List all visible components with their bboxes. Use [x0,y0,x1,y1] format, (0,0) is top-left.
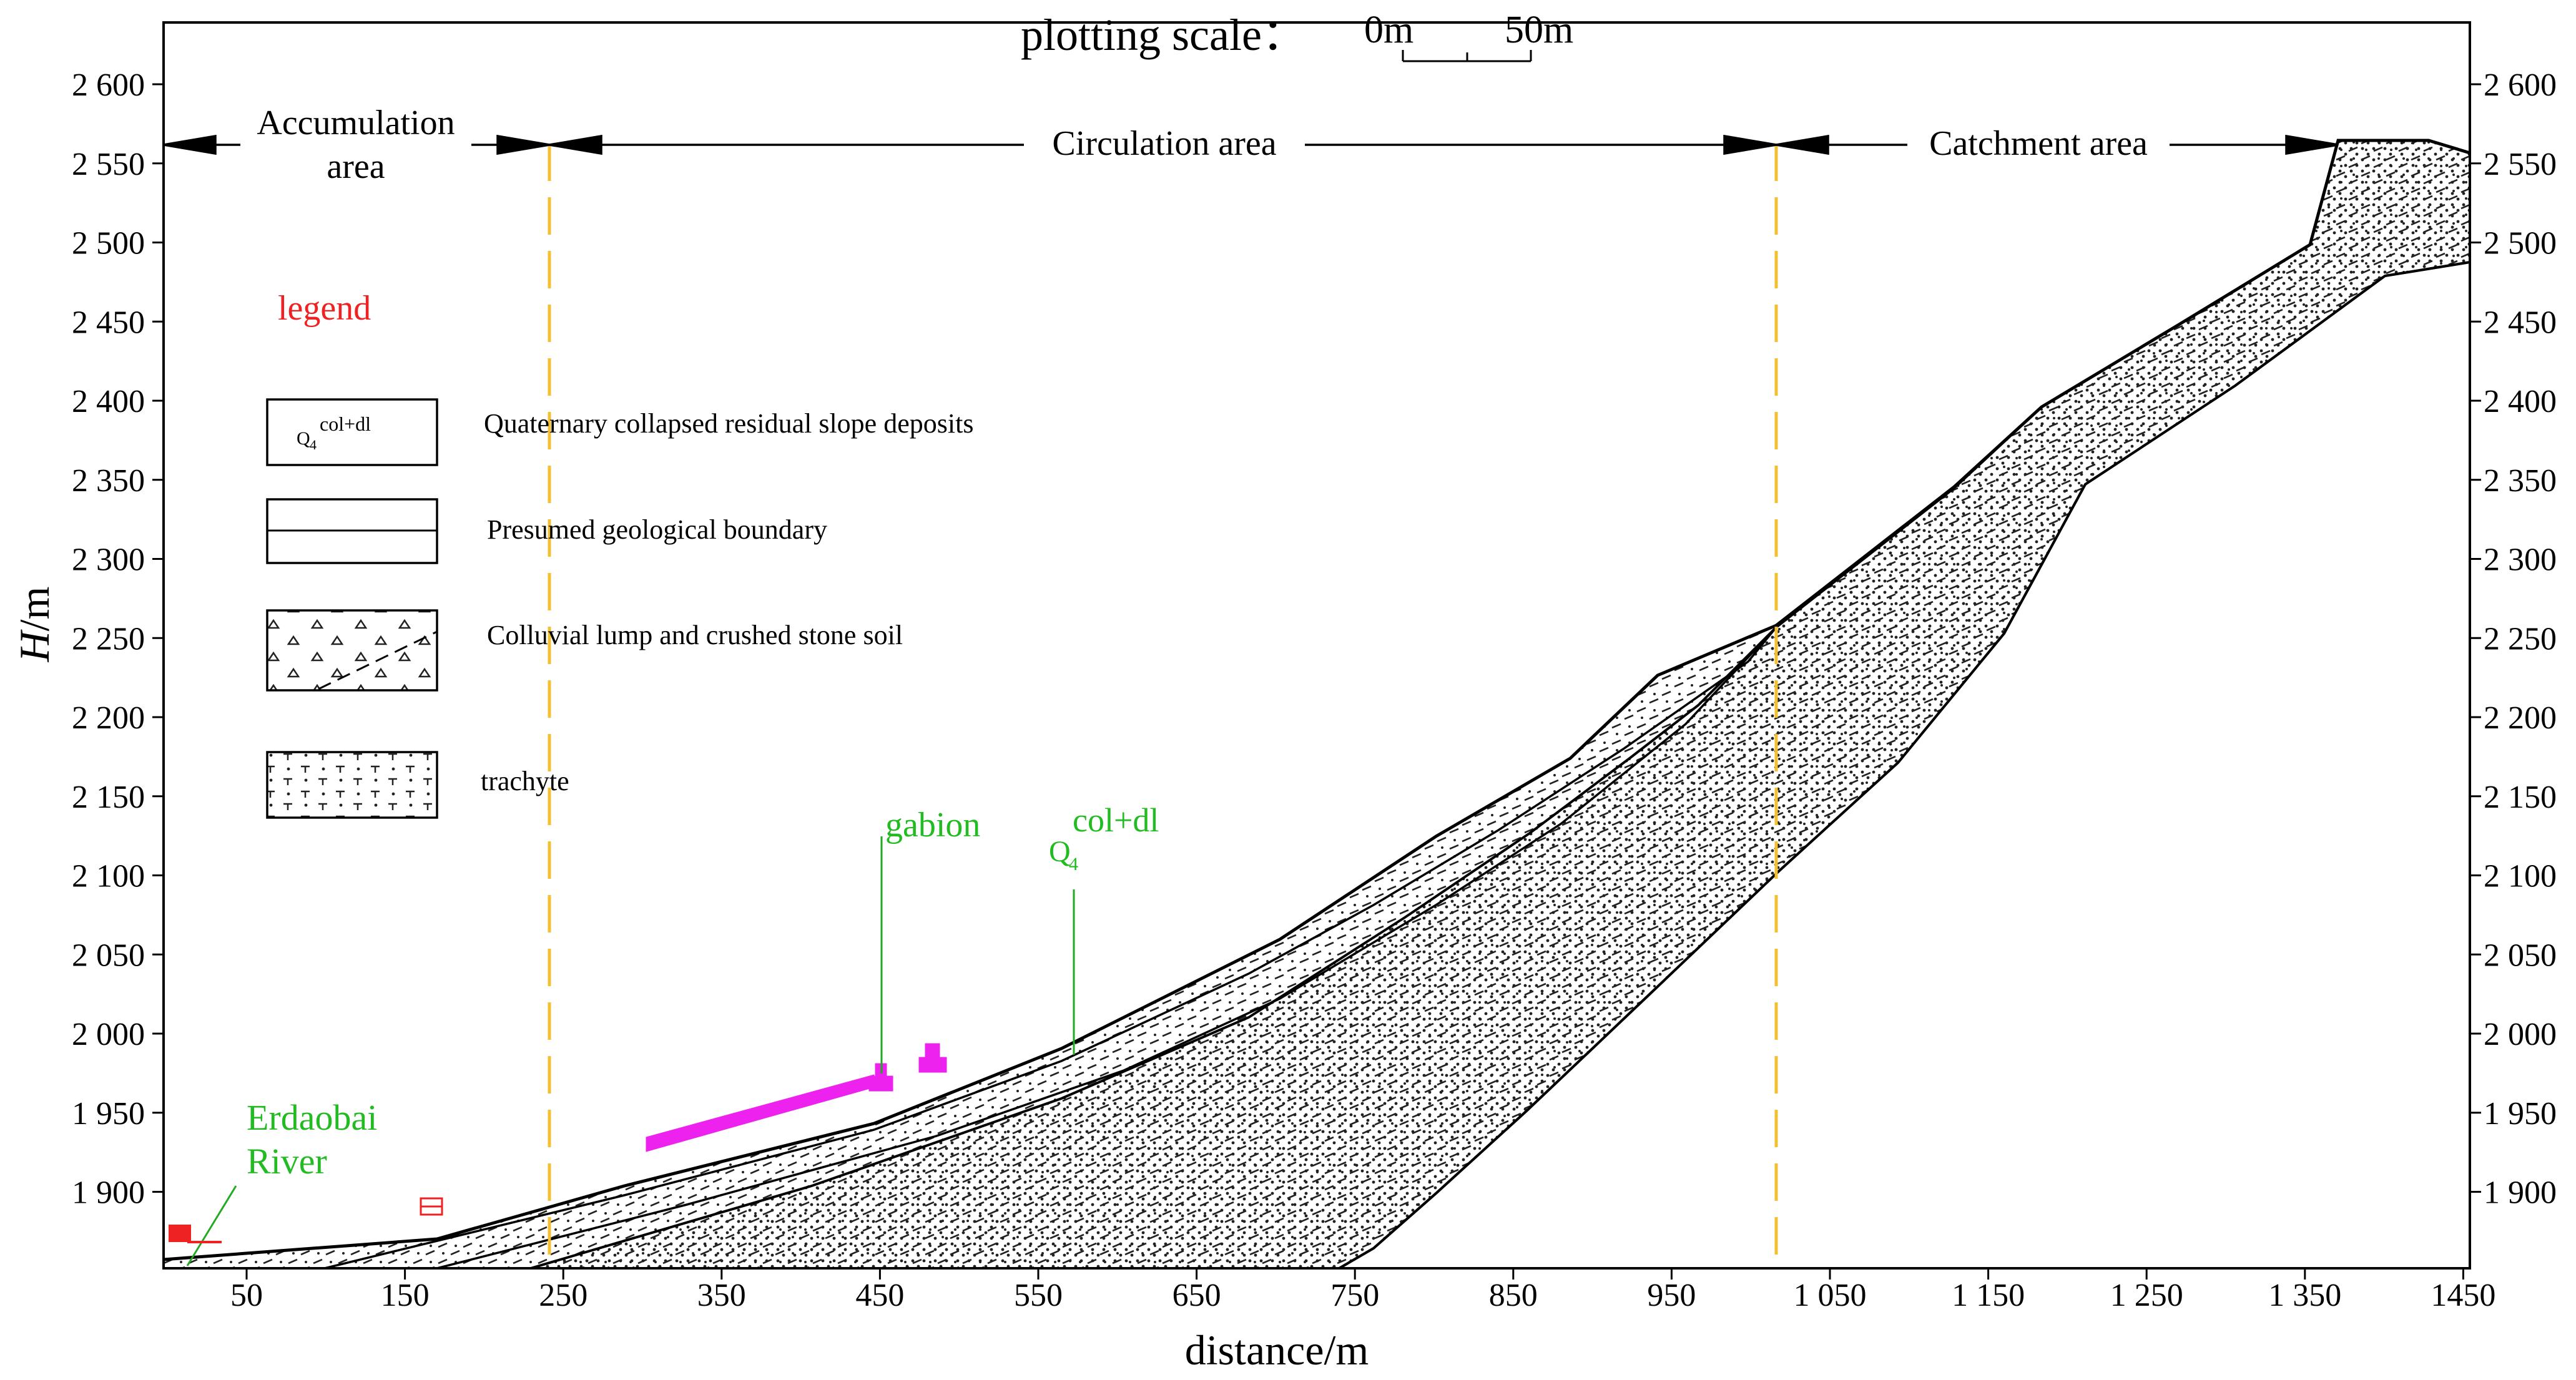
gabion-label: gabion [885,806,980,844]
y-tick-label-left: 2 000 [72,1017,145,1052]
legend-colluvial-dash [318,630,438,690]
y-tick-label-right: 2 300 [2484,542,2557,578]
accumulation-area-label-line2: area [327,147,385,186]
legend-title: legend [278,289,371,328]
legend: legend Q 4 col+dl Quaternary collapsed r… [266,289,973,819]
river-leader-line [186,1185,237,1266]
y-tick-label-left: 2 250 [72,621,145,657]
x-tick-label: 450 [855,1278,904,1313]
q4-label-base: Q [1049,835,1071,868]
y-tick-label-right: 2 450 [2484,305,2557,340]
x-tick-label: 950 [1647,1278,1696,1313]
q4-label-sub: 4 [1069,854,1078,874]
legend-symbol-sub: 4 [310,437,317,453]
y-tick-label-left: 1 950 [72,1096,145,1132]
legend-symbol-sup: col+dl [320,413,371,435]
y-tick-label-left: 2 050 [72,937,145,973]
y-tick-label-right: 2 600 [2484,67,2557,103]
legend-label-trachyte: trachyte [481,766,569,796]
y-tick-label-left: 2 550 [72,147,145,182]
x-tick-label: 550 [1014,1278,1063,1313]
x-tick-label: 150 [381,1278,430,1313]
y-tick-label-left: 2 200 [72,700,145,736]
y-tick-label-right: 2 150 [2484,780,2557,815]
x-tick-label: 850 [1489,1278,1538,1313]
scale-end-label: 50m [1505,9,1573,51]
scale-bar [1402,50,1532,62]
q4-label-sup: col+dl [1073,801,1159,839]
arrow-head-right [1723,134,1777,155]
legend-label-quaternary: Quaternary collapsed residual slope depo… [484,408,973,439]
legend-swatch-quaternary [266,398,438,466]
arrow-head-left [549,134,602,155]
y-axis-label-unit: /m [11,587,58,632]
legend-symbol-q: Q [297,428,310,449]
y-tick-label-right: 2 100 [2484,859,2557,894]
x-tick-label: 650 [1172,1278,1221,1313]
accumulation-area-label: Accumulation [257,104,455,142]
y-tick-label-right: 2 550 [2484,147,2557,182]
y-tick-label-left: 2 150 [72,780,145,815]
x-tick-label: 250 [539,1278,587,1313]
river-marker [169,1225,191,1242]
y-tick-label-left: 2 450 [72,305,145,340]
gabion-structures [646,1043,947,1152]
river-label-line1: Erdaobai [247,1097,377,1138]
x-tick-label: 50 [230,1278,263,1313]
y-tick-label-left: 2 300 [72,542,145,578]
y-tick-label-left: 1 900 [72,1175,145,1211]
x-tick-label: 1 150 [1952,1278,2025,1313]
ground-surface-line [163,139,2470,1261]
arrow-head-left [163,134,217,155]
x-tick-label: 1450 [2431,1278,2495,1313]
x-tick-label: 750 [1330,1278,1379,1313]
y-tick-label-right: 2 250 [2484,621,2557,657]
arrow-head-right [496,134,550,155]
x-tick-label: 1 350 [2268,1278,2341,1313]
geology-layers [162,139,2471,1270]
y-tick-label-left: 2 500 [72,226,145,262]
circulation-label-bg [1024,124,1305,164]
y-axis-label: H/m [11,587,58,663]
x-axis-label: distance/m [1185,1326,1369,1374]
gabion-block-1 [868,1063,893,1092]
y-tick-label-left: 2 400 [72,384,145,419]
gabion-block-2 [918,1043,947,1073]
y-tick-label-right: 2 350 [2484,463,2557,499]
legend-label-boundary: Presumed geological boundary [487,514,827,545]
accumulation-label-bg [240,103,471,190]
x-tick-label: 1 050 [1794,1278,1867,1313]
legend-swatch-trachyte [266,751,438,819]
circulation-area-label: Circulation area [1052,124,1276,163]
arrow-head-right [2285,134,2339,155]
y-tick-label-left: 2 350 [72,463,145,499]
x-tick-label: 350 [697,1278,746,1313]
y-tick-label-right: 2 500 [2484,226,2557,262]
river-label-line2: River [247,1141,327,1182]
x-tick-label: 1 250 [2110,1278,2183,1313]
catchment-label-bg [1907,124,2170,164]
y-tick-label-left: 2 100 [72,859,145,894]
y-tick-label-left: 2 600 [72,67,145,103]
y-tick-label-right: 2 400 [2484,384,2557,419]
legend-label-colluvial: Colluvial lump and crushed stone soil [487,620,903,650]
y-axis-label-italic: H [11,629,58,662]
y-tick-label-right: 2 200 [2484,700,2557,736]
geological-boundary-lower [436,626,1777,1270]
axis-ticks: 2 600 2 600 2 550 2 550 2 500 2 500 2 450 2 450… [72,67,2557,1313]
scale-start-label: 0m [1364,9,1413,51]
y-tick-label-right: 2 050 [2484,937,2557,973]
y-tick-label-right: 1 950 [2484,1096,2557,1132]
arrow-head-left [1776,134,1829,155]
geological-boundary-upper [324,626,1777,1270]
svg-text:H/m: H/m [11,587,58,663]
y-tick-label-right: 2 000 [2484,1017,2557,1052]
y-tick-label-right: 1 900 [2484,1175,2557,1211]
catchment-area-label: Catchment area [1929,124,2148,163]
legend-swatch-colluvial [266,609,438,692]
plotting-scale-label: plotting scale： [1021,10,1307,60]
